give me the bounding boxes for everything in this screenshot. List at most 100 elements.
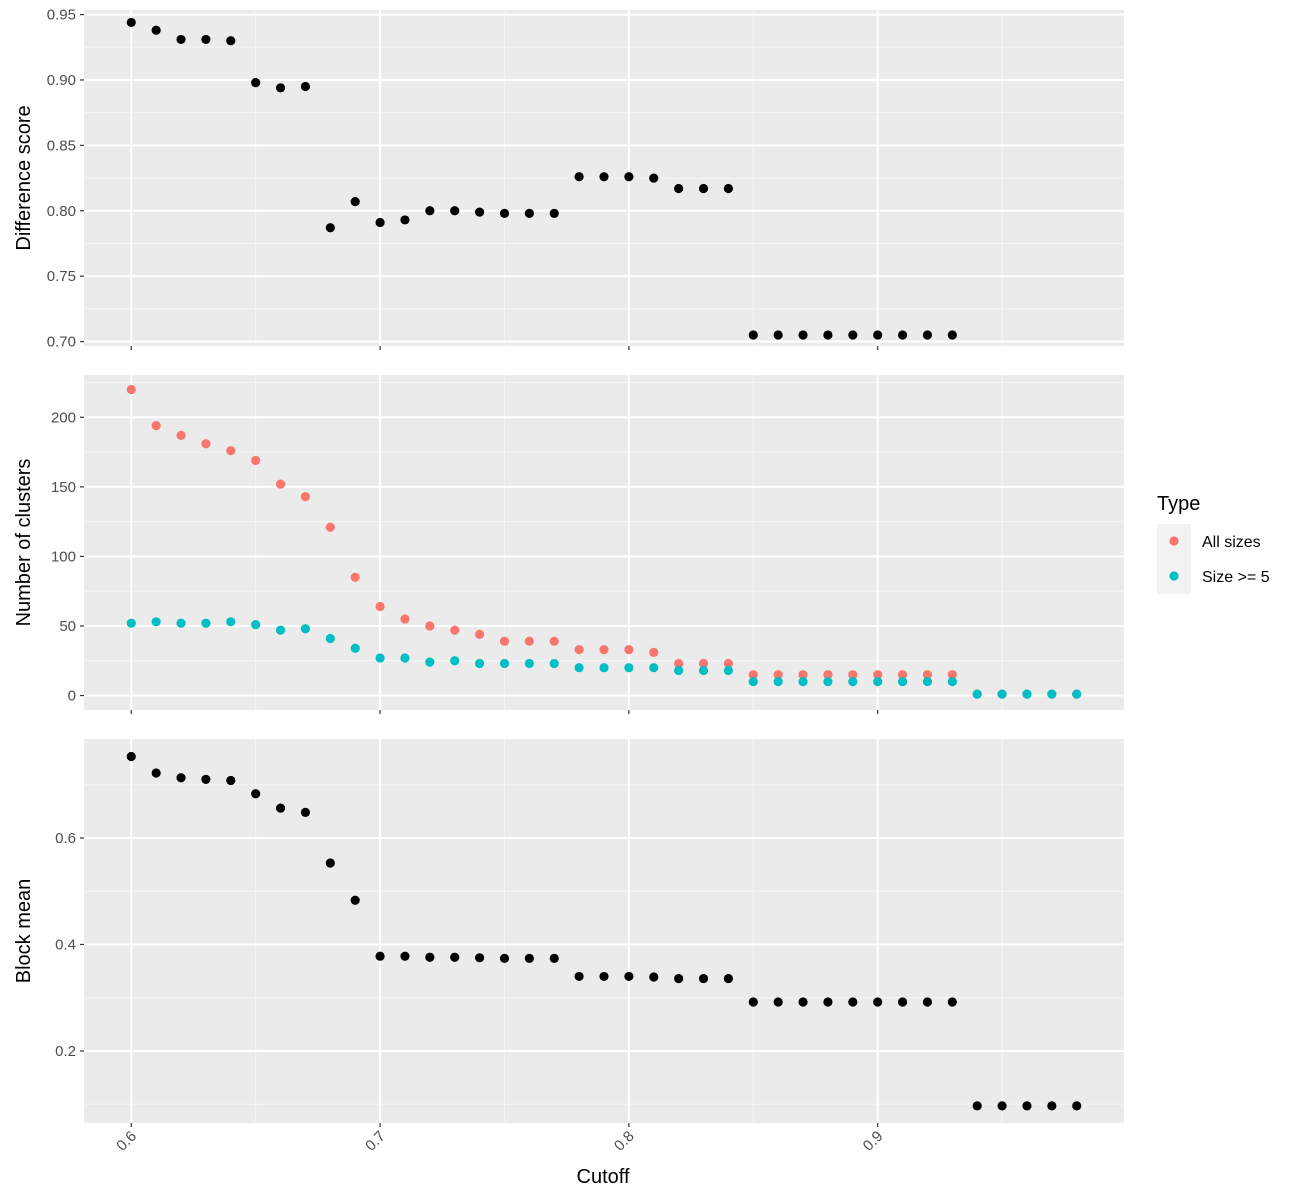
data-point <box>425 952 435 962</box>
y-tick-label: 0 <box>68 688 76 705</box>
data-point <box>251 77 261 88</box>
y-tick-label: 100 <box>51 548 76 565</box>
data-point <box>549 658 559 669</box>
data-point <box>524 208 534 218</box>
legend-title: Type <box>1157 493 1200 515</box>
data-point <box>649 173 659 183</box>
data-point <box>325 858 335 868</box>
data-point <box>226 775 236 786</box>
data-point <box>126 618 136 628</box>
data-point <box>873 670 883 680</box>
data-point <box>549 636 559 646</box>
data-point <box>549 953 559 963</box>
data-point <box>226 617 236 627</box>
y-tick-label: 50 <box>59 618 76 635</box>
data-point <box>698 973 709 984</box>
data-point <box>748 997 758 1007</box>
data-point <box>300 624 311 634</box>
data-point <box>450 206 460 216</box>
data-point <box>499 658 510 669</box>
legend-key-size-5 <box>1169 571 1179 581</box>
y-tick-label: 200 <box>51 409 76 426</box>
data-point <box>574 663 584 673</box>
data-point <box>325 223 335 233</box>
data-point <box>375 951 385 961</box>
panel-number-of-clusters: 0 50 100 150 200 Number of clusters <box>13 375 1124 714</box>
data-point <box>972 1101 982 1111</box>
data-point <box>674 973 684 984</box>
data-point <box>201 34 211 45</box>
data-point <box>947 330 957 340</box>
data-point <box>176 773 186 783</box>
data-point <box>126 751 136 762</box>
data-point <box>474 629 485 639</box>
data-point <box>823 677 833 687</box>
y-tick-label: 0.75 <box>47 268 76 285</box>
data-point <box>300 81 311 92</box>
legend-label-all-sizes: All sizes <box>1202 534 1261 551</box>
data-point <box>997 1101 1007 1111</box>
data-point <box>624 971 634 982</box>
data-point <box>201 774 211 784</box>
data-point <box>275 479 286 489</box>
data-point <box>1022 1101 1032 1111</box>
data-point <box>524 636 534 646</box>
data-point <box>375 601 385 612</box>
data-point <box>873 997 883 1007</box>
data-point <box>375 217 385 228</box>
data-point <box>325 633 335 644</box>
data-point <box>474 953 485 963</box>
data-point <box>400 215 410 225</box>
data-point <box>350 197 360 207</box>
data-point <box>350 572 360 582</box>
y-axis-title-difference-score: Difference score <box>13 105 35 250</box>
data-point <box>897 330 908 340</box>
panel-block-mean: 0.2 0.4 0.6 Block mean <box>13 739 1124 1127</box>
data-point <box>624 645 634 655</box>
data-point <box>674 665 684 676</box>
legend-label-size-5: Size >= 5 <box>1202 569 1270 586</box>
data-point <box>1072 1101 1082 1111</box>
data-point <box>425 621 435 631</box>
data-point <box>350 643 360 653</box>
panel-background <box>84 739 1124 1123</box>
data-point <box>823 330 833 340</box>
data-point <box>226 446 236 456</box>
data-point <box>897 670 908 680</box>
data-point <box>1022 689 1032 699</box>
data-point <box>848 677 858 687</box>
data-point <box>151 617 161 627</box>
data-point <box>151 25 161 35</box>
data-point <box>574 172 584 182</box>
data-point <box>897 997 908 1007</box>
data-point <box>649 663 659 673</box>
series-difference-score <box>126 17 957 340</box>
data-point <box>176 618 186 628</box>
data-point <box>698 665 709 676</box>
data-point <box>922 997 933 1007</box>
data-point <box>922 670 933 680</box>
data-point <box>524 953 534 963</box>
data-point <box>798 997 808 1007</box>
y-tick-label: 0.90 <box>47 72 76 89</box>
data-point <box>151 768 161 778</box>
data-point <box>773 670 783 680</box>
panels: 0.70 0.75 0.80 0.85 0.90 0.95 Difference score… <box>13 7 1124 1155</box>
data-point <box>474 207 485 217</box>
data-point <box>748 670 758 680</box>
y-tick-label: 0.6 <box>55 830 76 847</box>
data-point <box>325 522 335 532</box>
data-point <box>823 997 833 1007</box>
data-point <box>1047 1101 1057 1111</box>
data-point <box>400 951 410 961</box>
data-point <box>773 997 783 1007</box>
data-point <box>873 677 883 687</box>
data-point <box>275 803 286 813</box>
y-tick-label: 0.95 <box>47 7 76 24</box>
data-point <box>723 183 734 194</box>
legend: Type All sizes Size >= 5 <box>1157 493 1270 594</box>
data-point <box>425 657 435 667</box>
data-point <box>649 647 659 658</box>
data-point <box>599 645 609 655</box>
